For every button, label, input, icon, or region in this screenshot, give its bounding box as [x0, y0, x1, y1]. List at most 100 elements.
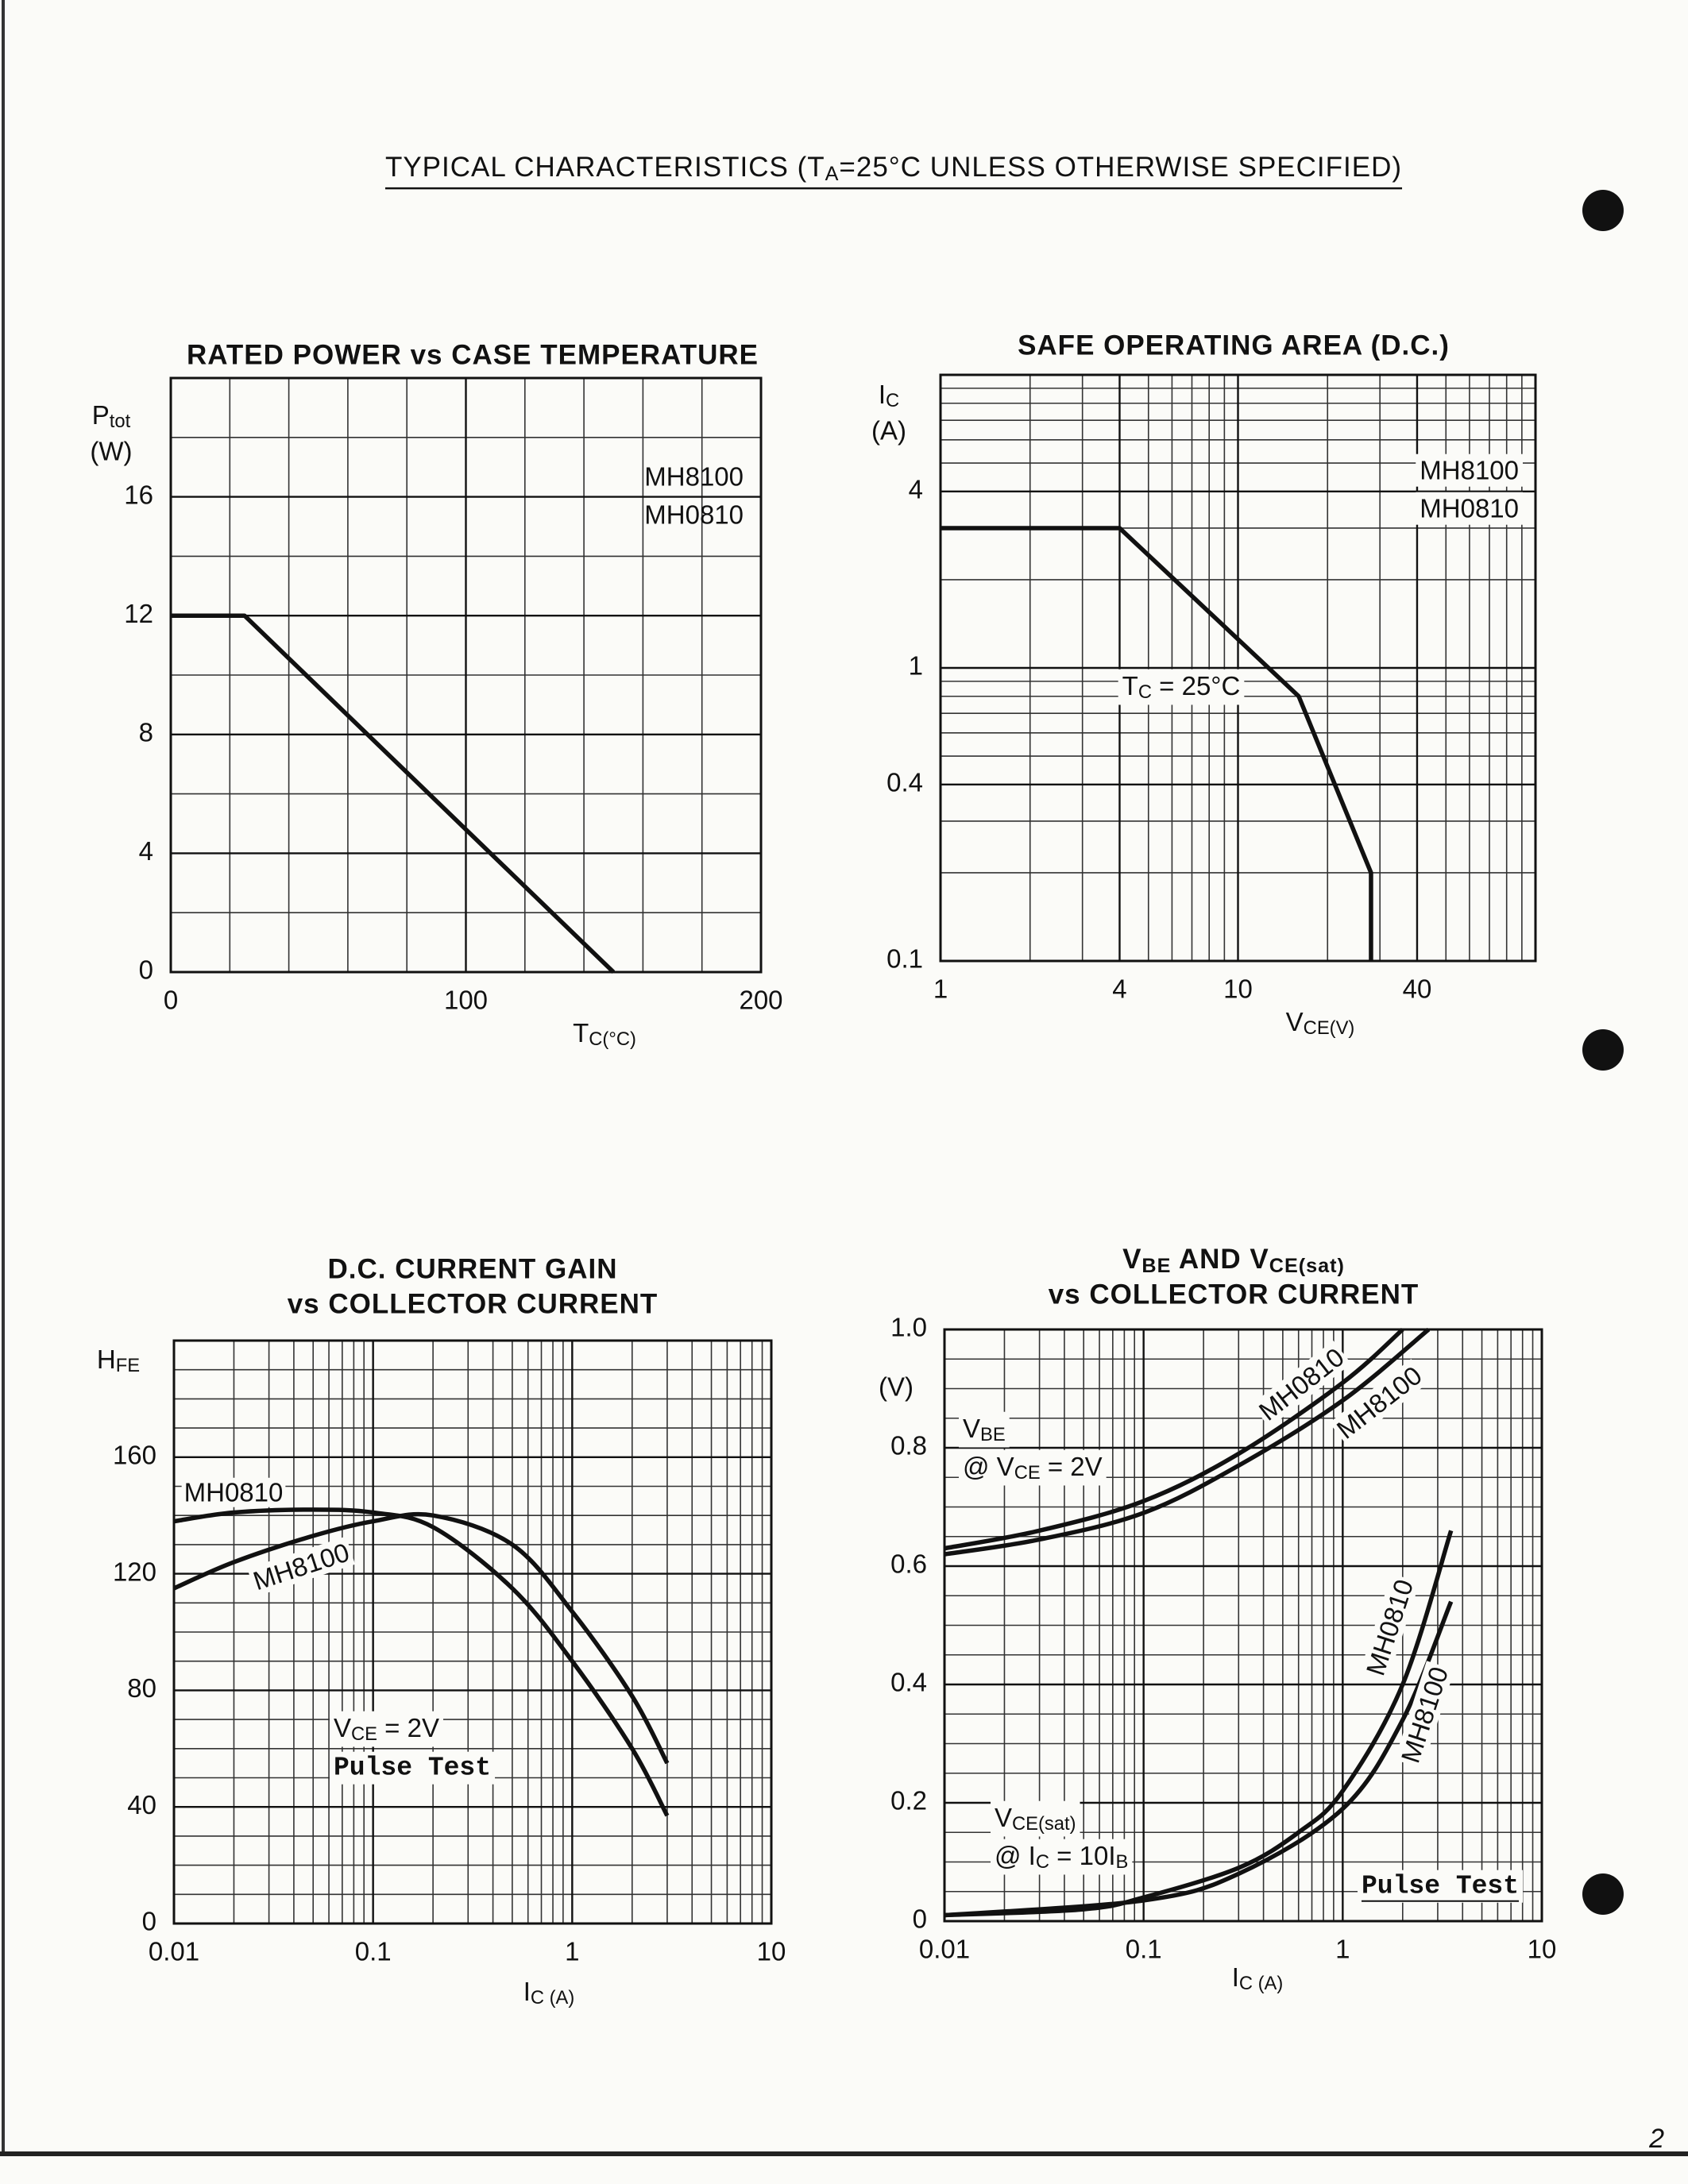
- y-tick-label: 80: [127, 1673, 156, 1703]
- subscript: CE: [351, 1723, 377, 1745]
- y-tick-label: 4: [139, 836, 153, 866]
- subscript: BE: [1141, 1255, 1171, 1277]
- x-tick-label: 4: [1112, 974, 1126, 1004]
- chart-title: RATED POWER vs CASE TEMPERATURE: [187, 339, 759, 370]
- subscript: A: [825, 163, 840, 185]
- y-tick-label: 12: [124, 599, 153, 628]
- chart-title: SAFE OPERATING AREA (D.C.): [1018, 330, 1450, 361]
- y-tick-label: 160: [113, 1441, 156, 1470]
- subscript: C(°C): [589, 1028, 636, 1050]
- subscript: tot: [110, 411, 131, 432]
- y-tick-label: 0.4: [886, 768, 923, 797]
- x-axis-label: VCE(V): [1286, 1007, 1355, 1040]
- text-segment: H: [97, 1345, 116, 1374]
- text-segment: I: [523, 1977, 531, 2006]
- chart: 0 100 200 0 4 8 12 16 RATED POWER vs CASE TEMPER…: [90, 339, 782, 1050]
- text-segment: V: [334, 1713, 351, 1742]
- y-tick-label: 16: [124, 480, 153, 509]
- annotation: TC = 25°C: [1122, 671, 1241, 704]
- annotation: VBE: [963, 1414, 1006, 1446]
- chart: 0.01 0.1 1 10 0 40 80 120 160 D.C. CURRENT GAIN vs…: [97, 1253, 786, 2008]
- x-tick-label: 10: [757, 1937, 786, 1966]
- annotation: @ VCE = 2V: [963, 1452, 1103, 1484]
- text-segment: = 25°C: [1152, 671, 1240, 700]
- y-axis-label: (A): [871, 416, 906, 446]
- chart-title: vs COLLECTOR CURRENT: [1049, 1279, 1420, 1310]
- data-line: [171, 613, 616, 974]
- y-tick-label: 0.2: [890, 1786, 927, 1815]
- annotation-background: [991, 1839, 1133, 1875]
- text-segment: V: [963, 1414, 980, 1443]
- x-tick-label: 0.1: [1126, 1935, 1162, 1964]
- plot-frame: [169, 376, 763, 974]
- y-tick-label: 0.4: [890, 1668, 927, 1697]
- y-tick-label: 8: [139, 718, 153, 747]
- annotation: MH8100: [1420, 456, 1519, 485]
- data-line: [173, 1507, 670, 1817]
- y-tick-label: 0: [142, 1907, 156, 1936]
- text-segment: V: [1286, 1007, 1304, 1036]
- subscript: BE: [980, 1424, 1006, 1445]
- annotation-background: [991, 1800, 1080, 1837]
- annotation-background: [1118, 669, 1245, 705]
- subscript: C: [1138, 681, 1152, 703]
- text-segment: =25°C UNLESS OTHERWISE SPECIFIED): [839, 152, 1402, 183]
- plot-frame: [939, 373, 1537, 963]
- annotation: MH8100: [644, 462, 744, 492]
- data-line: [944, 1327, 1431, 1557]
- y-tick-label: 1.0: [890, 1313, 927, 1342]
- chart-title: vs COLLECTOR CURRENT: [288, 1288, 659, 1319]
- label-background: [1359, 1573, 1420, 1682]
- chart: 1 4 10 40 0.1 0.4 1 4 SAFE OPERATING AREA (D.C.)…: [871, 330, 1537, 1040]
- text-segment: V: [1122, 1244, 1141, 1275]
- annotation: VCE(sat): [995, 1803, 1076, 1835]
- plot-frame: [943, 1328, 1543, 1923]
- text-segment: V: [995, 1803, 1012, 1832]
- x-tick-label: 0.01: [919, 1935, 970, 1964]
- y-tick-label: 1: [909, 651, 923, 681]
- punch-hole: [1582, 190, 1624, 231]
- annotation: Pulse Test: [334, 1754, 491, 1783]
- x-tick-label: 40: [1403, 974, 1432, 1004]
- annotation: MH0810: [1420, 494, 1519, 523]
- text-segment: P: [92, 400, 110, 430]
- x-tick-label: 1: [1335, 1935, 1350, 1964]
- x-tick-label: 100: [444, 986, 488, 1015]
- y-tick-label: 40: [127, 1790, 156, 1819]
- x-tick-label: 200: [739, 986, 782, 1015]
- x-tick-label: 0.01: [149, 1937, 199, 1966]
- x-tick-label: 0.1: [355, 1937, 392, 1966]
- x-axis-label: IC (A): [1232, 1962, 1284, 1995]
- annotation-background: [1358, 1870, 1524, 1903]
- text-segment: = 2V: [377, 1713, 439, 1742]
- subscript: C: [886, 390, 899, 411]
- subscript: FE: [116, 1355, 140, 1376]
- subscript: C (A): [1239, 1973, 1283, 1994]
- annotation-background: [330, 1751, 496, 1785]
- y-tick-label: 0: [913, 1904, 927, 1934]
- text-segment: TYPICAL CHARACTERISTICS (T: [385, 152, 825, 183]
- subscript: CE: [1014, 1462, 1041, 1484]
- label-background: [181, 1477, 286, 1507]
- subscript: CE(sat): [1269, 1255, 1345, 1277]
- subscript: C (A): [531, 1987, 574, 2008]
- data-line: [944, 1530, 1454, 1918]
- chart-title: D.C. CURRENT GAIN: [327, 1253, 617, 1284]
- label-background: [1329, 1358, 1430, 1446]
- y-axis-label: (V): [879, 1372, 914, 1402]
- x-axis-label: IC (A): [523, 1977, 575, 2009]
- data-line: [172, 1511, 670, 1765]
- data-line: [944, 1327, 1404, 1551]
- y-tick-label: 0.1: [886, 944, 923, 974]
- data-line: [941, 526, 1373, 961]
- y-axis-label: Ptot: [92, 400, 131, 433]
- chart-title: VBE AND VCE(sat): [1122, 1244, 1345, 1277]
- text-segment: = 10I: [1049, 1841, 1115, 1870]
- x-axis-label: TC(°C): [573, 1018, 636, 1051]
- x-tick-label: 1: [565, 1937, 579, 1966]
- subscript: CE(sat): [1012, 1813, 1076, 1835]
- label-background: [1394, 1661, 1455, 1769]
- annotation-background: [1416, 492, 1523, 525]
